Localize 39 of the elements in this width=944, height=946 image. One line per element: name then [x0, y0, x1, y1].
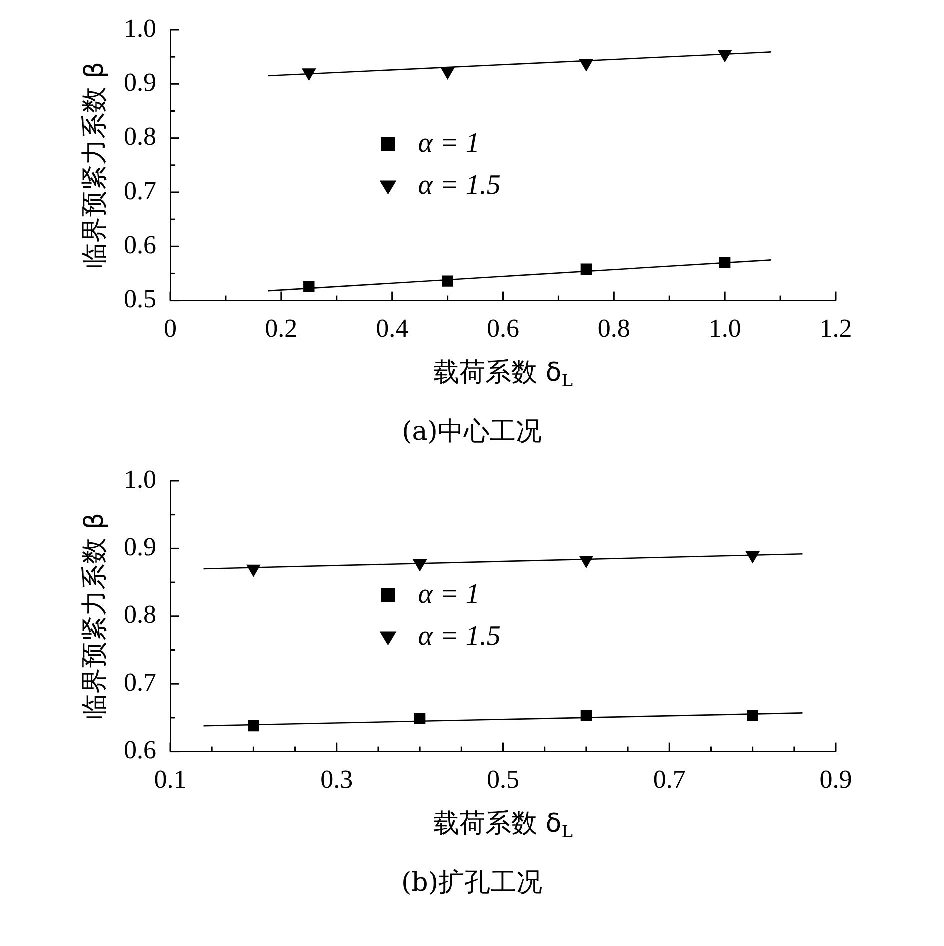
point [580, 556, 594, 568]
y-tick-label: 0.8 [124, 600, 156, 630]
point [246, 564, 260, 577]
x-tick-label: 0.3 [320, 765, 354, 794]
x-tick-label: 0.4 [376, 314, 409, 344]
x-tick-label: 0.1 [154, 765, 187, 794]
x-tick-label: 1.0 [708, 314, 742, 344]
y-tick-label: 0.7 [124, 668, 156, 697]
point [413, 559, 427, 572]
y-tick-label: 1.0 [124, 14, 156, 43]
y-axis-title: 临界预紧力系数 β [80, 62, 110, 269]
legend-label: α = 1.5 [418, 620, 501, 652]
x-tick-label: 0.8 [598, 314, 630, 344]
x-tick-label: 0.5 [487, 765, 520, 794]
x-tick-label: 0.6 [487, 314, 520, 344]
x-tick-label: 0.7 [653, 765, 686, 794]
point [414, 713, 426, 724]
x-tick-label: 0 [164, 314, 177, 344]
legend-label: α = 1.5 [418, 170, 501, 201]
x-tick-label: 1.2 [820, 314, 852, 344]
y-tick-label: 0.9 [124, 532, 156, 562]
legend-label: α = 1 [418, 578, 480, 610]
x-tick-label: 0.2 [265, 314, 298, 344]
point [248, 720, 260, 732]
legend-label: α = 1 [418, 128, 480, 159]
text: (a)中心工况 [401, 416, 543, 449]
y-tick-label: 0.7 [124, 176, 156, 206]
y-tick-label: 0.6 [124, 736, 156, 765]
text: (b)扩孔工况 [400, 867, 544, 900]
point [580, 710, 592, 722]
y-tick-label: 0.5 [124, 284, 156, 314]
y-axis-title: 临界预紧力系数 β [80, 512, 110, 720]
x-tick-label: 0.9 [820, 765, 852, 794]
y-tick-label: 0.6 [124, 230, 156, 260]
point [747, 710, 758, 722]
y-tick-label: 0.8 [124, 122, 156, 152]
point [746, 551, 760, 564]
y-tick-label: 1.0 [124, 464, 156, 494]
y-tick-label: 0.9 [124, 68, 156, 97]
